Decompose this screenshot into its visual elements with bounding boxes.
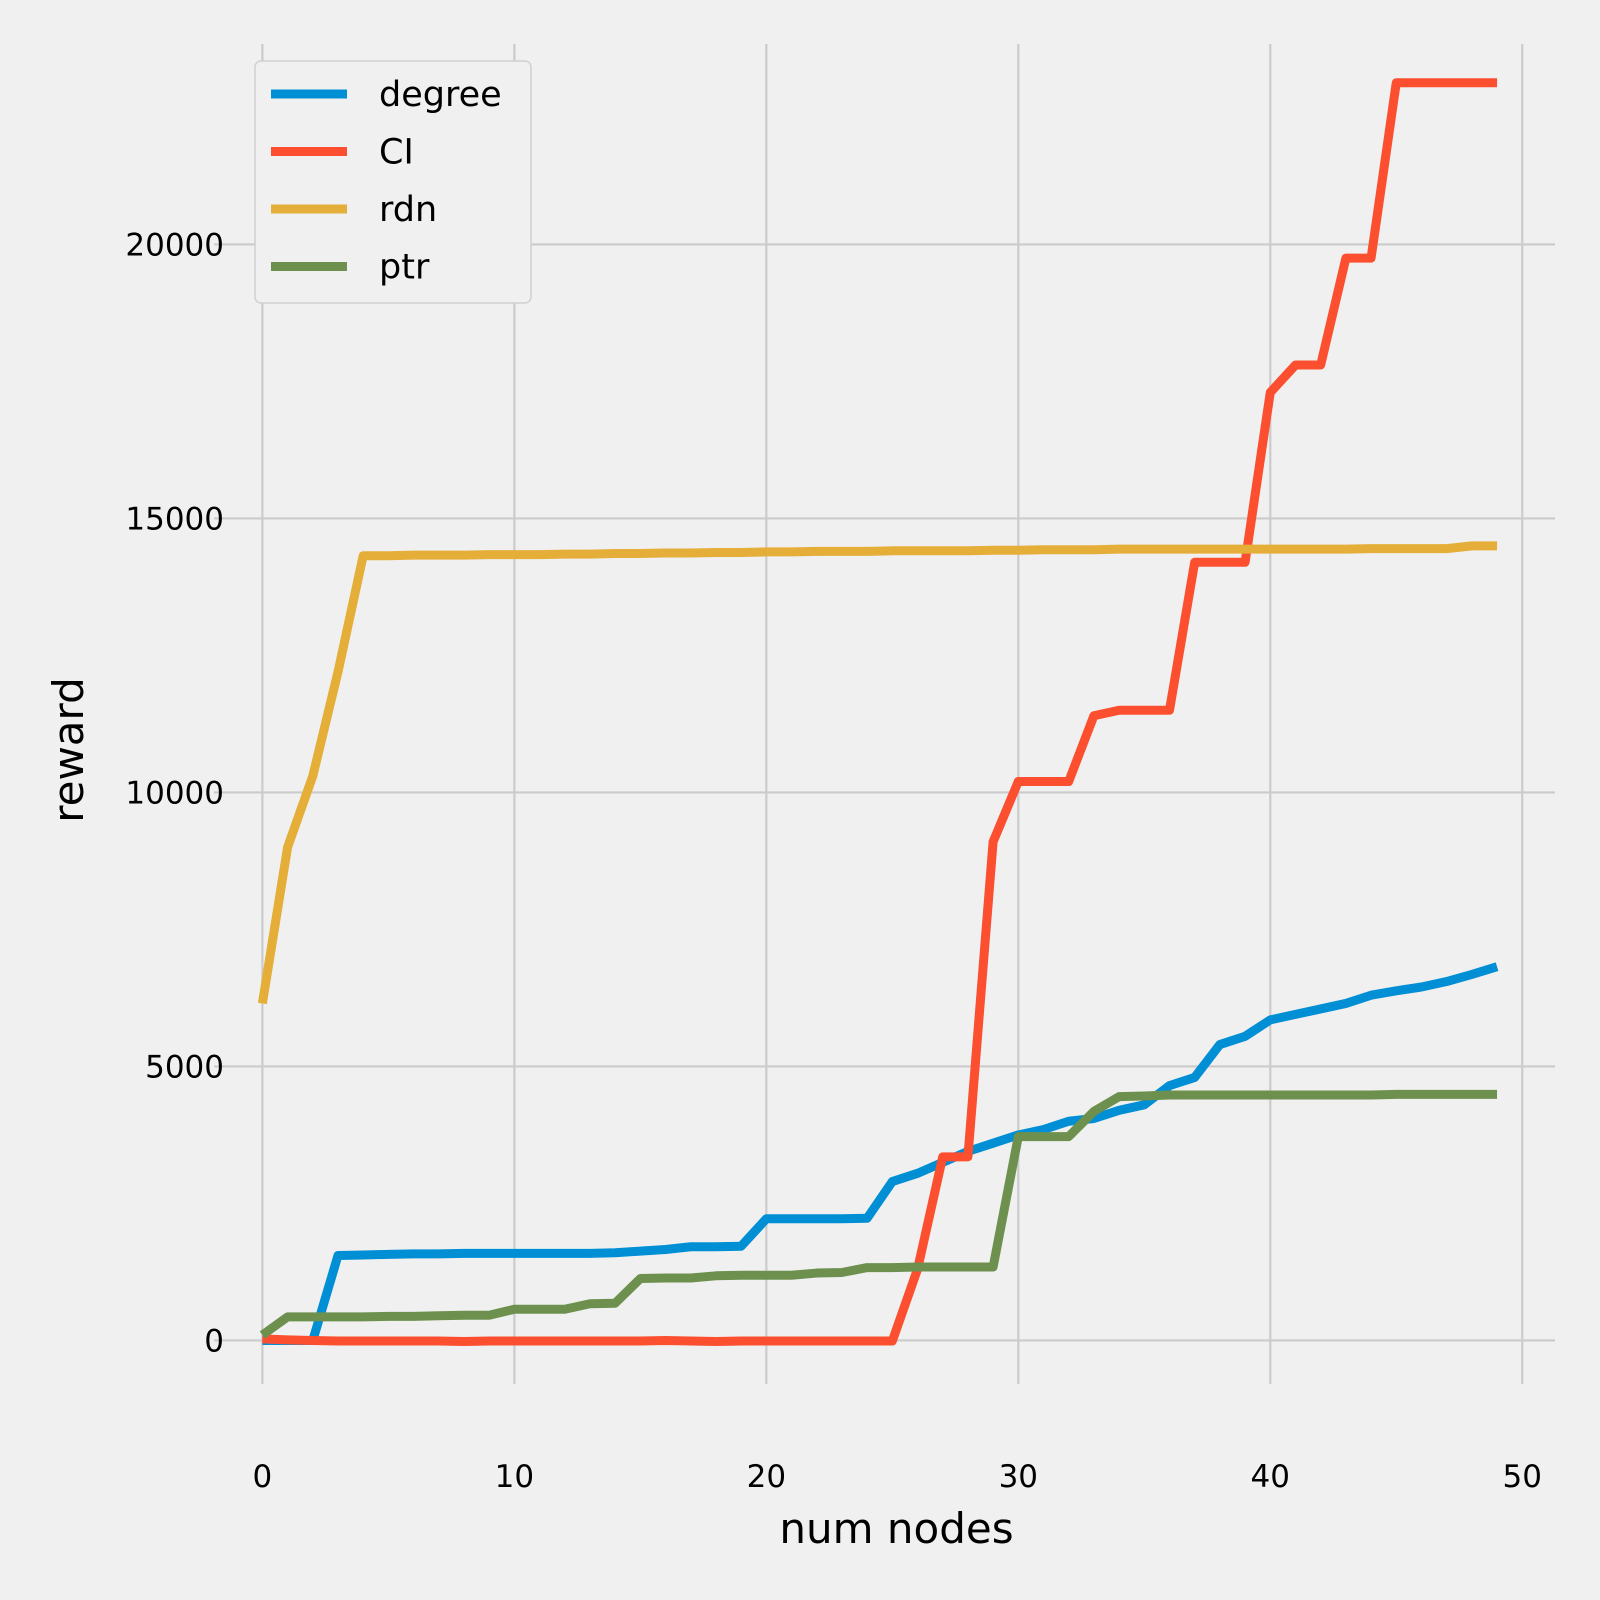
x-axis-label: num nodes <box>779 1504 1013 1553</box>
x-tick-label: 20 <box>747 1459 786 1495</box>
x-tick-label: 50 <box>1503 1459 1542 1495</box>
y-tick-label: 15000 <box>125 501 224 537</box>
y-tick-label: 5000 <box>145 1049 224 1085</box>
series-line-rdn <box>257 541 1498 1005</box>
series-lines <box>257 78 1499 1347</box>
legend-label-ptr: ptr <box>379 248 430 288</box>
legend-label-rdn: rdn <box>379 190 437 230</box>
legend-label-degree: degree <box>379 75 502 115</box>
series-line-degree <box>262 962 1499 1345</box>
legend-box <box>254 60 532 304</box>
tick-labels: 0 10 20 30 40 50 0 5000 10000 15000 20000 <box>125 227 1542 1495</box>
series-line-ptr <box>259 1089 1498 1339</box>
y-tick-label: 0 <box>204 1323 224 1359</box>
legend: degree CI rdn ptr <box>254 60 532 304</box>
x-tick-label: 0 <box>253 1459 273 1495</box>
legend-label-ci: CI <box>379 133 414 173</box>
y-tick-label: 20000 <box>125 227 224 263</box>
y-axis-label: reward <box>44 677 93 822</box>
y-tick-label: 10000 <box>125 775 224 811</box>
series-line-ci <box>262 78 1498 1347</box>
x-tick-label: 30 <box>999 1459 1038 1495</box>
x-tick-label: 40 <box>1251 1459 1290 1495</box>
x-tick-label: 10 <box>495 1459 534 1495</box>
